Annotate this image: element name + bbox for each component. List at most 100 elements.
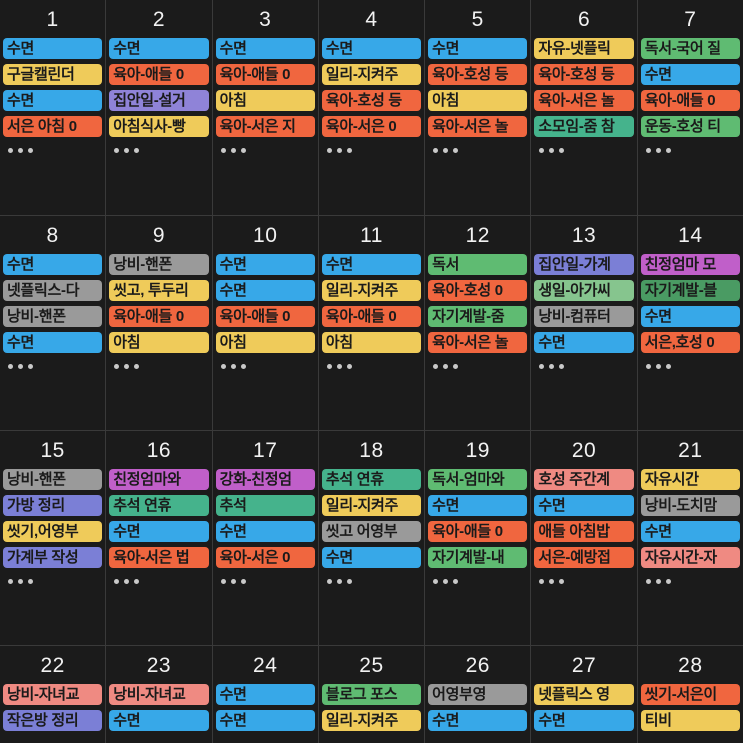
event-chip[interactable]: 강화-친정엄 [215, 469, 315, 490]
event-chip[interactable]: 수면 [640, 521, 740, 542]
event-chip[interactable]: 육아-애들 0 [215, 306, 315, 327]
day-number[interactable]: 2 [152, 8, 166, 31]
event-chip[interactable]: 수면 [215, 280, 315, 301]
more-events-indicator[interactable] [0, 575, 105, 587]
event-chip[interactable]: 육아-서은 지 [215, 116, 315, 137]
day-number[interactable]: 11 [360, 224, 383, 247]
event-chip[interactable]: 서은 아침 0 [3, 116, 103, 137]
more-events-indicator[interactable] [0, 360, 105, 372]
event-chip[interactable]: 수면 [321, 38, 422, 59]
event-chip[interactable]: 친정엄마와 [109, 469, 209, 490]
event-chip[interactable]: 일리-지켜주 [321, 280, 422, 301]
event-chip[interactable]: 수면 [3, 90, 103, 111]
day-number[interactable]: 19 [465, 439, 490, 462]
event-chip[interactable]: 집안일-설거 [109, 90, 209, 111]
event-chip[interactable]: 낭비-자녀교 [109, 684, 209, 705]
day-number[interactable]: 1 [46, 8, 59, 31]
more-events-indicator[interactable] [319, 144, 424, 156]
day-number[interactable]: 24 [253, 654, 278, 677]
more-events-indicator[interactable] [213, 575, 318, 587]
event-chip[interactable]: 아침 [428, 90, 528, 111]
event-chip[interactable]: 자유시간 [640, 469, 740, 490]
day-cell-14[interactable]: 14 친정엄마 모 자기계발-블 수면 서은,호성 0 [636, 216, 743, 430]
event-chip[interactable]: 수면 [215, 710, 315, 731]
event-chip[interactable]: 추석 연휴 [321, 469, 422, 490]
day-number[interactable]: 18 [359, 439, 384, 462]
event-chip[interactable]: 수면 [109, 521, 209, 542]
day-number[interactable]: 17 [253, 439, 278, 462]
event-chip[interactable]: 수면 [534, 710, 634, 731]
event-chip[interactable]: 수면 [3, 38, 103, 59]
day-number[interactable]: 14 [678, 224, 703, 247]
event-chip[interactable]: 육아-애들 0 [109, 64, 209, 85]
event-chip[interactable]: 친정엄마 모 [640, 254, 740, 275]
event-chip[interactable]: 티비 [640, 710, 740, 731]
event-chip[interactable]: 육아-서은 0 [215, 547, 315, 568]
day-cell-16[interactable]: 16 친정엄마와 추석 연휴 수면 육아-서은 법 [105, 431, 212, 645]
event-chip[interactable]: 추석 연휴 [109, 495, 209, 516]
day-number[interactable]: 13 [571, 224, 597, 247]
day-cell-20[interactable]: 20 호성 주간계 수면 애들 아침밥 서은-예방접 [530, 431, 637, 645]
event-chip[interactable]: 소모임-줌 참 [534, 116, 634, 137]
more-events-indicator[interactable] [638, 360, 743, 372]
more-events-indicator[interactable] [319, 360, 424, 372]
event-chip[interactable]: 낭비-핸폰 [3, 469, 103, 490]
day-number[interactable]: 21 [678, 439, 703, 462]
event-chip[interactable]: 자기계발-줌 [428, 306, 528, 327]
day-cell-15[interactable]: 15 낭비-핸폰 가방 정리 씻기,어영부 가계부 작성 [0, 431, 106, 645]
event-chip[interactable]: 수면 [321, 254, 422, 275]
day-cell-7[interactable]: 7 독서-국어 질 수면 육아-애들 0 운동-호성 티 [636, 0, 743, 215]
day-number[interactable]: 6 [577, 8, 591, 31]
day-number[interactable]: 25 [359, 654, 384, 677]
event-chip[interactable]: 수면 [109, 38, 209, 59]
event-chip[interactable]: 육아-서은 놀 [534, 90, 634, 111]
event-chip[interactable]: 가방 정리 [3, 495, 103, 516]
event-chip[interactable]: 육아-서은 놀 [428, 332, 528, 353]
event-chip[interactable]: 일리-지켜주 [321, 495, 422, 516]
day-number[interactable]: 8 [46, 224, 59, 247]
event-chip[interactable]: 씻고, 투두리 [109, 280, 209, 301]
event-chip[interactable]: 어영부영 [428, 684, 528, 705]
event-chip[interactable]: 수면 [428, 38, 528, 59]
event-chip[interactable]: 육아-호성 등 [321, 90, 422, 111]
event-chip[interactable]: 육아-호성 0 [428, 280, 528, 301]
day-cell-27[interactable]: 27 넷플릭스 영 수면 [530, 646, 637, 743]
event-chip[interactable]: 자유시간-자 [640, 547, 740, 568]
day-cell-22[interactable]: 22 낭비-자녀교 작은방 정리 [0, 646, 106, 743]
more-events-indicator[interactable] [106, 575, 211, 587]
event-chip[interactable]: 수면 [3, 332, 103, 353]
more-events-indicator[interactable] [531, 144, 636, 156]
day-cell-13[interactable]: 13 집안일-가계 생일-아가씨 낭비-컴퓨터 수면 [530, 216, 637, 430]
event-chip[interactable]: 씻고 어영부 [321, 521, 422, 542]
day-number[interactable]: 5 [471, 8, 484, 31]
more-events-indicator[interactable] [213, 144, 318, 156]
event-chip[interactable]: 낭비-컴퓨터 [534, 306, 634, 327]
day-number[interactable]: 28 [678, 654, 703, 677]
event-chip[interactable]: 수면 [3, 254, 103, 275]
day-number[interactable]: 22 [40, 654, 65, 677]
day-number[interactable]: 27 [571, 654, 597, 677]
day-number[interactable]: 12 [465, 224, 490, 247]
day-cell-17[interactable]: 17 강화-친정엄 추석 수면 육아-서은 0 [211, 431, 318, 645]
event-chip[interactable]: 수면 [215, 684, 315, 705]
event-chip[interactable]: 서은,호성 0 [640, 332, 740, 353]
day-cell-11[interactable]: 11 수면 일리-지켜주 육아-애들 0 아침 [317, 216, 425, 430]
event-chip[interactable]: 육아-애들 0 [215, 64, 315, 85]
event-chip[interactable]: 육아-애들 0 [428, 521, 528, 542]
day-number[interactable]: 4 [365, 8, 378, 31]
day-cell-12[interactable]: 12 독서 육아-호성 0 자기계발-줌 육아-서은 놀 [424, 216, 531, 430]
event-chip[interactable]: 애들 아침밥 [534, 521, 634, 542]
day-cell-24[interactable]: 24 수면 수면 [211, 646, 318, 743]
more-events-indicator[interactable] [106, 360, 211, 372]
day-cell-5[interactable]: 5 수면 육아-호성 등 아침 육아-서은 놀 [424, 0, 531, 215]
day-cell-2[interactable]: 2 수면 육아-애들 0 집안일-설거 아침식사-빵 [105, 0, 212, 215]
event-chip[interactable]: 낭비-핸폰 [109, 254, 209, 275]
more-events-indicator[interactable] [638, 144, 743, 156]
event-chip[interactable]: 수면 [640, 306, 740, 327]
more-events-indicator[interactable] [319, 575, 424, 587]
event-chip[interactable]: 운동-호성 티 [640, 116, 740, 137]
event-chip[interactable]: 생일-아가씨 [534, 280, 634, 301]
event-chip[interactable]: 씻기,어영부 [3, 521, 103, 542]
day-number[interactable]: 3 [259, 8, 272, 31]
day-cell-25[interactable]: 25 블로그 포스 일리-지켜주 [317, 646, 425, 743]
